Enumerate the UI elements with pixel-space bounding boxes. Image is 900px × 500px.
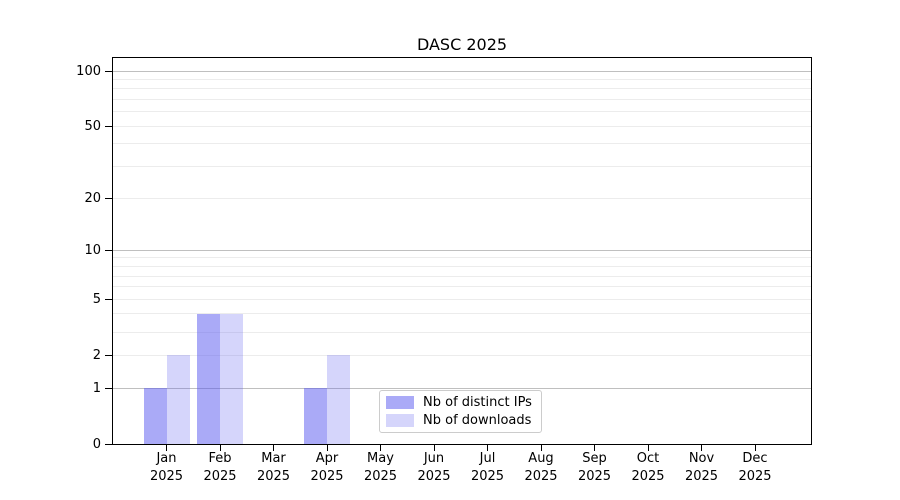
y-tick bbox=[105, 298, 113, 300]
x-tick bbox=[754, 444, 756, 451]
y-tick-label: 0 bbox=[92, 436, 101, 452]
y-tick-label: 5 bbox=[92, 291, 101, 307]
y-tick bbox=[105, 387, 113, 389]
y-tick-label: 50 bbox=[84, 118, 101, 134]
chart-title: DASC 2025 bbox=[416, 35, 508, 54]
minor-gridline bbox=[113, 197, 811, 199]
plot-area bbox=[112, 57, 812, 445]
bar-downloads bbox=[166, 355, 190, 444]
legend-swatch-downloads bbox=[386, 414, 414, 428]
minor-gridline bbox=[113, 88, 811, 90]
y-tick-label: 1 bbox=[92, 380, 101, 396]
legend-label: Nb of distinct IPs bbox=[423, 394, 532, 410]
major-gridline bbox=[113, 249, 811, 251]
x-tick-label: Jun 2025 bbox=[417, 451, 451, 484]
x-tick-label: Feb 2025 bbox=[203, 451, 237, 484]
y-tick bbox=[105, 249, 113, 251]
legend: Nb of distinct IPs Nb of downloads bbox=[379, 390, 542, 433]
bar-distinct-ips bbox=[143, 388, 167, 444]
legend-item-distinct-ips: Nb of distinct IPs bbox=[386, 394, 541, 411]
x-tick bbox=[594, 444, 595, 451]
legend-label: Nb of downloads bbox=[423, 413, 532, 429]
x-tick-label: Mar 2025 bbox=[256, 451, 291, 484]
major-gridline bbox=[113, 70, 811, 72]
x-tick-label: Sep 2025 bbox=[577, 451, 612, 484]
y-tick bbox=[105, 443, 113, 445]
x-tick bbox=[273, 444, 274, 451]
minor-gridline bbox=[113, 125, 811, 127]
minor-gridline bbox=[113, 354, 811, 356]
y-tick-label: 20 bbox=[84, 190, 101, 206]
major-gridline bbox=[113, 387, 811, 389]
x-tick bbox=[647, 444, 649, 451]
x-tick bbox=[433, 444, 435, 451]
bar-downloads bbox=[327, 355, 350, 444]
x-tick bbox=[166, 444, 167, 451]
x-tick-label: May 2025 bbox=[363, 451, 398, 484]
minor-gridline bbox=[113, 257, 811, 259]
minor-gridline bbox=[113, 275, 811, 277]
y-tick bbox=[105, 354, 113, 356]
x-tick bbox=[380, 444, 381, 451]
x-tick-label: Apr 2025 bbox=[310, 451, 344, 484]
legend-swatch-distinct-ips bbox=[386, 395, 414, 409]
minor-gridline bbox=[113, 99, 811, 101]
bar-distinct-ips bbox=[197, 313, 220, 444]
x-tick bbox=[701, 444, 702, 451]
minor-gridline bbox=[113, 143, 811, 145]
bar-distinct-ips bbox=[304, 388, 327, 444]
y-tick-label: 10 bbox=[84, 242, 101, 258]
minor-gridline bbox=[113, 265, 811, 267]
minor-gridline bbox=[113, 79, 811, 81]
x-tick-label: Oct 2025 bbox=[631, 451, 665, 484]
x-tick-label: Jan 2025 bbox=[149, 451, 184, 484]
minor-gridline bbox=[113, 298, 811, 300]
x-tick-label: Nov 2025 bbox=[684, 451, 719, 484]
minor-gridline bbox=[113, 111, 811, 113]
x-tick-label: Dec 2025 bbox=[738, 451, 772, 484]
legend-item-downloads: Nb of downloads bbox=[386, 412, 541, 429]
y-tick-label: 100 bbox=[76, 63, 101, 79]
x-tick-label: Jul 2025 bbox=[470, 451, 505, 484]
minor-gridline bbox=[113, 286, 811, 288]
x-tick bbox=[326, 444, 328, 451]
minor-gridline bbox=[113, 331, 811, 333]
y-tick bbox=[105, 197, 113, 199]
x-tick bbox=[487, 444, 488, 451]
bar-downloads bbox=[220, 313, 243, 444]
minor-gridline bbox=[113, 313, 811, 315]
minor-gridline bbox=[113, 166, 811, 168]
x-tick bbox=[219, 444, 221, 451]
y-tick bbox=[105, 125, 113, 127]
y-tick-label: 2 bbox=[92, 347, 101, 363]
x-tick-label: Aug 2025 bbox=[524, 451, 558, 484]
y-tick bbox=[105, 70, 113, 72]
x-tick bbox=[540, 444, 542, 451]
